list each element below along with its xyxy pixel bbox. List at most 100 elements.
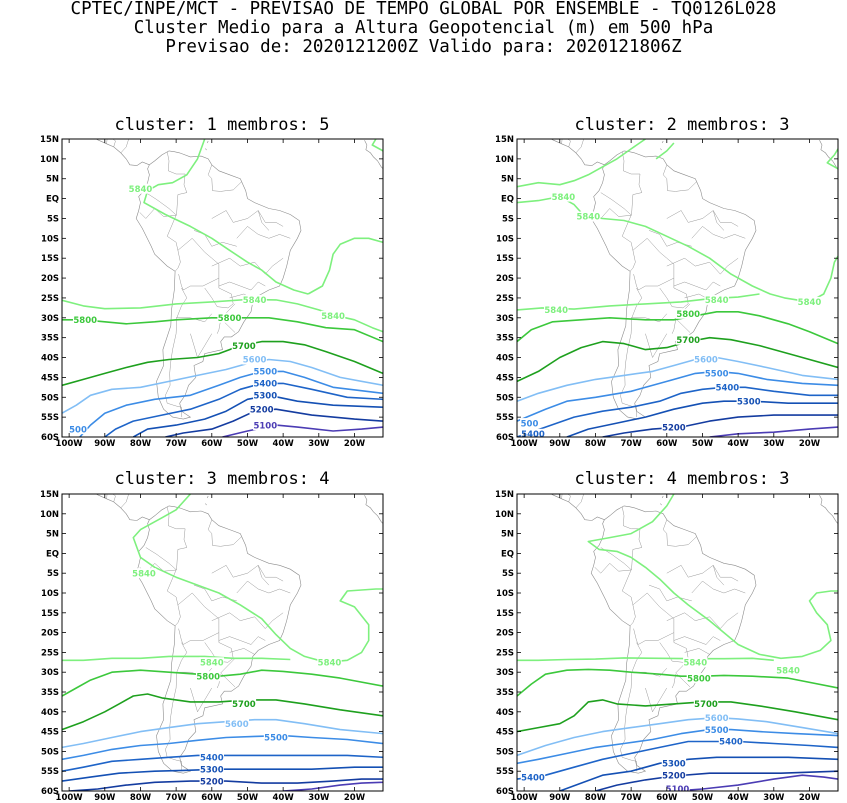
lat-label: 45S [41, 373, 59, 383]
country-border [594, 562, 636, 627]
contour-label-bg [199, 657, 224, 668]
lat-label: 5S [502, 569, 514, 579]
lat-label: 45S [41, 728, 59, 738]
africa-coastline [819, 495, 838, 525]
country-border [575, 494, 584, 509]
country-border [211, 257, 284, 275]
country-border [666, 564, 739, 582]
country-border [673, 636, 721, 645]
contour-label-bg [73, 314, 98, 325]
country-border [662, 519, 697, 547]
south-america-coastline [135, 505, 302, 774]
country-border [211, 210, 284, 227]
contour-label-bg [249, 404, 274, 415]
lat-label: 40S [496, 354, 514, 364]
contour-label: 5840 [544, 306, 568, 316]
country-border [575, 139, 584, 154]
contour-label-bg [775, 665, 801, 676]
contour-label-bg [253, 378, 278, 389]
contour-label: 5800 [218, 314, 242, 324]
lon-label: 60W [201, 793, 223, 803]
contour-label-bg [718, 736, 744, 747]
contour-label: 500 [521, 419, 539, 429]
contour-label-bg [131, 568, 157, 579]
contour-line [826, 148, 838, 170]
lat-label: 5N [46, 530, 59, 540]
island-coastline [205, 503, 207, 506]
lat-label: 10N [495, 510, 514, 520]
country-border [106, 494, 108, 499]
country-border [666, 257, 739, 275]
country-border [139, 208, 181, 272]
country-border [671, 674, 676, 689]
contour-label-bg [661, 422, 687, 433]
lat-label: 40S [496, 708, 514, 718]
contour-line [587, 494, 838, 660]
contour-label: 5400 [521, 773, 545, 783]
country-border [207, 519, 242, 547]
contour-label: 5840 [132, 569, 156, 579]
lat-label: 35S [41, 688, 59, 698]
africa-coastline [364, 495, 383, 525]
lat-label: 35S [41, 334, 59, 344]
contour-label: 5800 [73, 316, 97, 326]
country-border [218, 636, 266, 645]
contour-label: 5500 [705, 726, 729, 736]
panel-title-4: cluster: 4 membros: 3 [575, 469, 790, 489]
country-border [552, 139, 554, 140]
country-border [567, 494, 571, 502]
country-border [204, 278, 234, 309]
lat-label: 10N [40, 510, 59, 520]
contour-line [655, 142, 675, 160]
country-border [220, 658, 236, 688]
contour-line [62, 655, 291, 662]
lon-label: 40W [272, 439, 294, 449]
contour-label: 5300 [737, 397, 761, 407]
country-border [552, 494, 554, 495]
lon-label: 20W [799, 793, 821, 803]
lat-label: 30S [496, 314, 514, 324]
contour-line [307, 237, 383, 295]
country-border [671, 319, 676, 334]
country-border [648, 584, 692, 602]
contour-label: 5400 [521, 430, 545, 440]
contour-label: 5600 [243, 356, 267, 366]
lat-label: 20S [41, 629, 59, 639]
africa-coastline [364, 140, 383, 170]
south-america-coastline [135, 150, 302, 420]
contour-label: 5840 [683, 659, 707, 669]
contour-line [62, 693, 383, 731]
lat-label: 25S [496, 294, 514, 304]
contour-label-bg [68, 424, 88, 435]
lon-label: 30W [763, 439, 785, 449]
contour-label-bg [704, 368, 729, 379]
country-border [684, 648, 710, 655]
lat-label: 5N [501, 175, 514, 185]
contour-label-bg [704, 712, 729, 723]
contour-line [709, 426, 838, 437]
country-border [645, 333, 667, 359]
contour-line [517, 356, 838, 402]
country-border [207, 164, 242, 192]
contour-label: 5840 [576, 213, 600, 223]
lat-label: 60S [41, 787, 59, 797]
contour-label: 5400 [253, 380, 277, 390]
contour-line [143, 139, 309, 295]
contour-label-bg [231, 698, 257, 709]
contour-label-bg [320, 310, 346, 321]
lat-label: 50S [496, 393, 514, 403]
contour-line [79, 370, 383, 437]
country-border [120, 494, 129, 509]
contour-label: 5100 [253, 421, 277, 431]
contour-label-bg [231, 340, 257, 351]
lon-label: 80W [585, 439, 607, 449]
contour-label: 5700 [232, 700, 256, 710]
lat-label: 5N [501, 530, 514, 540]
contour-line [69, 778, 383, 791]
country-border [97, 494, 99, 495]
lon-label: 80W [585, 793, 607, 803]
lat-label: 50S [496, 747, 514, 757]
